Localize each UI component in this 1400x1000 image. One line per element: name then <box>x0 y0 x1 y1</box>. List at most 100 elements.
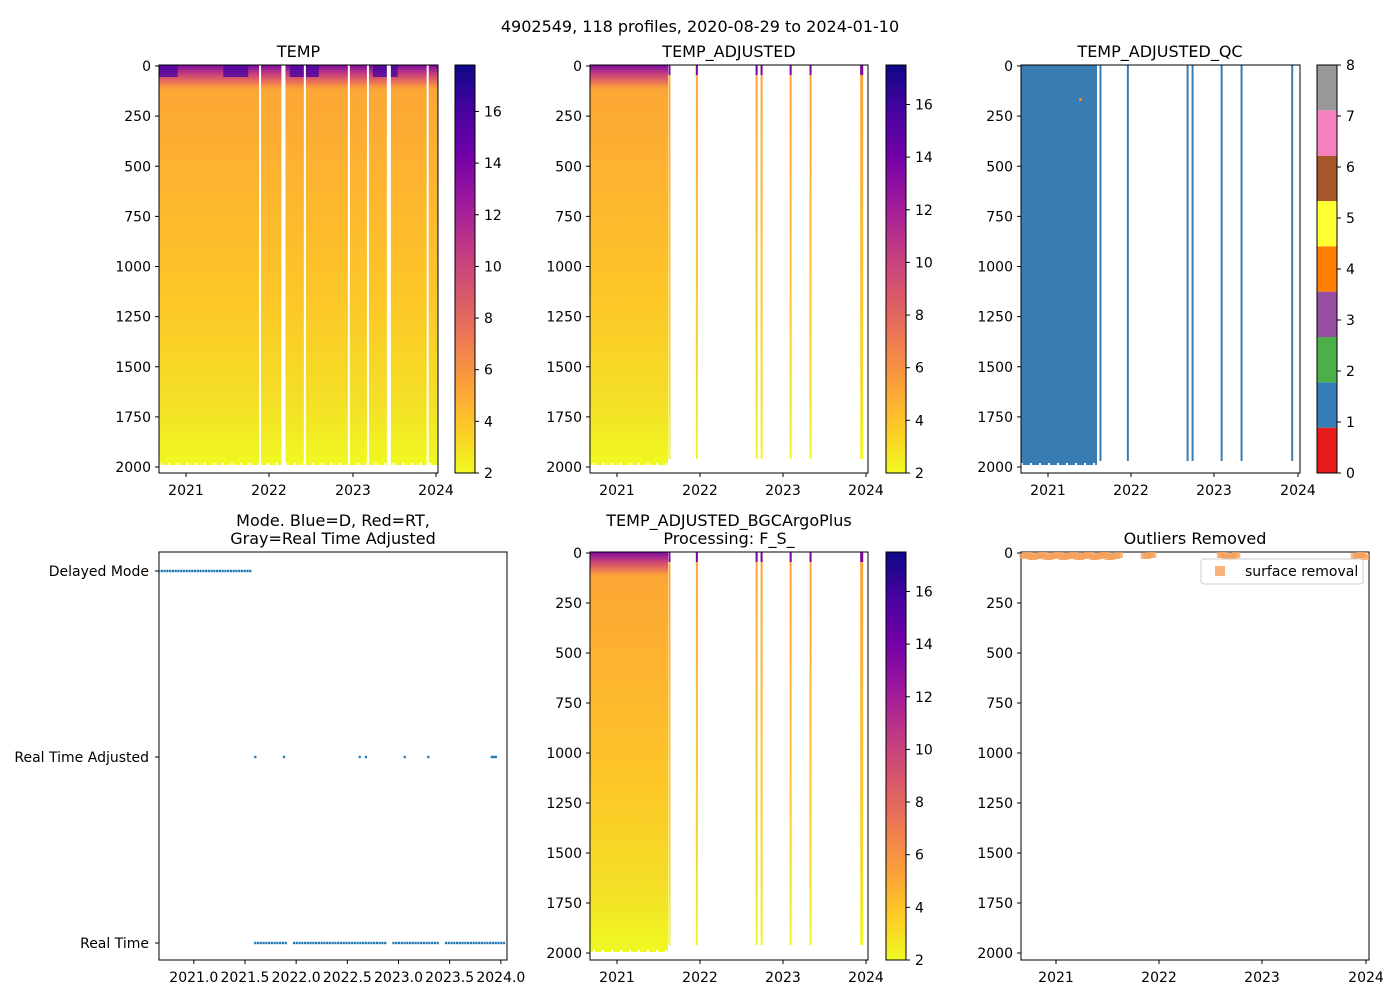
profile-surface <box>668 65 671 75</box>
mode-point <box>420 941 423 945</box>
temp-bottom-notch <box>336 466 338 473</box>
bottom-notch <box>599 956 601 960</box>
x-tick-label: 2021 <box>1038 970 1074 986</box>
profile-surface <box>695 65 698 75</box>
mode-point <box>281 941 285 945</box>
qc-colorbar-segment <box>1317 427 1337 473</box>
x-tick-label: 2021 <box>599 970 635 986</box>
bgc-colorbar-ticks: 2 4 6 8 10 12 14 16 <box>906 584 933 969</box>
mode-point <box>238 569 241 573</box>
panel-qc: TEMP_ADJUSTED_QC 02505007501000125015001… <box>977 42 1355 499</box>
mode-point <box>207 569 210 573</box>
temp-bottom-notch <box>159 463 161 473</box>
mode-point <box>353 941 356 945</box>
profile-surface <box>809 65 812 75</box>
mode-point <box>431 941 434 945</box>
mode-point <box>500 941 503 945</box>
mode-point <box>315 941 318 945</box>
legend-label: surface removal <box>1245 564 1358 580</box>
qc-bottom-notch <box>1060 469 1062 473</box>
mode-point <box>270 941 273 945</box>
temp-bottom-notch <box>222 463 224 473</box>
colorbar-tick-label: 3 <box>1346 313 1355 329</box>
mode-point <box>158 569 161 573</box>
x-tick-label: 2023 <box>765 483 801 499</box>
mode-point <box>196 569 199 573</box>
mode-point <box>259 941 262 945</box>
outliers-x-axis: 2021 2022 2023 2024 <box>1038 960 1384 986</box>
mode-point <box>240 569 244 573</box>
mode-point <box>411 941 414 945</box>
temp-bottom-notch <box>246 466 248 473</box>
y-tick-label: 750 <box>555 209 582 225</box>
x-tick-label: 2021 <box>1030 483 1066 499</box>
mode-point <box>312 941 315 945</box>
mode-point <box>301 941 304 945</box>
bottom-notch <box>662 956 664 960</box>
mode-point <box>276 941 279 945</box>
temp-bottom-notch <box>354 466 356 473</box>
colorbar-tick-label: 1 <box>1346 415 1355 431</box>
y-tick-label: 1000 <box>977 260 1013 276</box>
y-tick-label: 1000 <box>546 260 582 276</box>
temp-bottom-notch <box>201 466 203 473</box>
profile-column <box>695 65 698 459</box>
temp-bottom-notch <box>270 469 272 473</box>
mode-point <box>331 941 334 945</box>
mode-point <box>204 569 208 573</box>
mode-point <box>480 941 484 945</box>
temp-adjusted-axes-frame <box>589 64 869 474</box>
outlier-marker <box>1361 554 1369 560</box>
y-tick-label: 250 <box>555 109 582 125</box>
profile-surface <box>755 552 758 562</box>
temp-bottom-notch <box>186 463 188 473</box>
colorbar-tick-label: 16 <box>915 584 933 600</box>
legend-box <box>1200 558 1364 585</box>
temp-bottom-notch <box>189 469 191 473</box>
profile-column <box>860 552 864 945</box>
bottom-notch <box>641 466 643 473</box>
temp-bottom-notch <box>177 463 179 473</box>
panel-title-mode-line1: Mode. Blue=D, Red=RT, <box>236 511 430 530</box>
y-tick-label: 0 <box>573 546 582 562</box>
bottom-notch <box>617 956 619 960</box>
colorbar-tick-label: 2 <box>915 953 924 969</box>
mode-point <box>339 941 343 945</box>
temp-adjusted-colorbar-ticks: 2 4 6 8 10 12 14 16 <box>906 97 933 482</box>
panel-title-temp: TEMP <box>276 42 321 61</box>
qc-colorbar-segment <box>1317 201 1337 247</box>
qc-y-axis: 0 250 500 750 1000 1250 1500 1750 2000 <box>977 59 1021 476</box>
temp-bottom-notch <box>393 463 395 473</box>
mode-point <box>232 569 235 573</box>
bottom-notch <box>608 956 610 960</box>
qc-colorbar-segment <box>1317 382 1337 428</box>
bottom-notch <box>638 463 640 473</box>
temp-bottom-notch <box>408 466 410 473</box>
temp-bottom-notch <box>171 469 173 473</box>
mode-point <box>392 941 395 945</box>
temp-bottom-notch <box>216 469 218 473</box>
x-tick-label: 2023.0 <box>374 970 423 986</box>
qc-profile-column <box>1099 65 1102 461</box>
mode-point <box>303 941 307 945</box>
temp-bottom-notch <box>357 463 359 473</box>
mode-point <box>364 941 367 945</box>
mode-point <box>475 941 478 945</box>
mode-point <box>373 941 376 945</box>
bottom-notch <box>650 466 652 473</box>
y-tick-label: 1250 <box>977 310 1013 326</box>
mode-point <box>494 941 497 945</box>
panel-title-mode-line2: Gray=Real Time Adjusted <box>230 529 436 548</box>
mode-point <box>356 941 359 945</box>
temp-warm-patch <box>372 65 398 77</box>
colorbar-tick-label: 10 <box>484 259 502 275</box>
qc-colorbar-segment <box>1317 110 1337 156</box>
mode-point <box>171 569 175 573</box>
mode-point <box>268 941 271 945</box>
temp-bottom-notch <box>174 466 176 473</box>
mode-y-axis: Delayed Mode Real Time Adjusted Real Time <box>14 564 159 952</box>
qc-profile-column <box>1126 65 1129 461</box>
temp-adjusted-x-axis: 2021 2022 2023 2024 <box>599 473 884 499</box>
mode-point <box>227 569 230 573</box>
colorbar-tick-label: 8 <box>915 795 924 811</box>
